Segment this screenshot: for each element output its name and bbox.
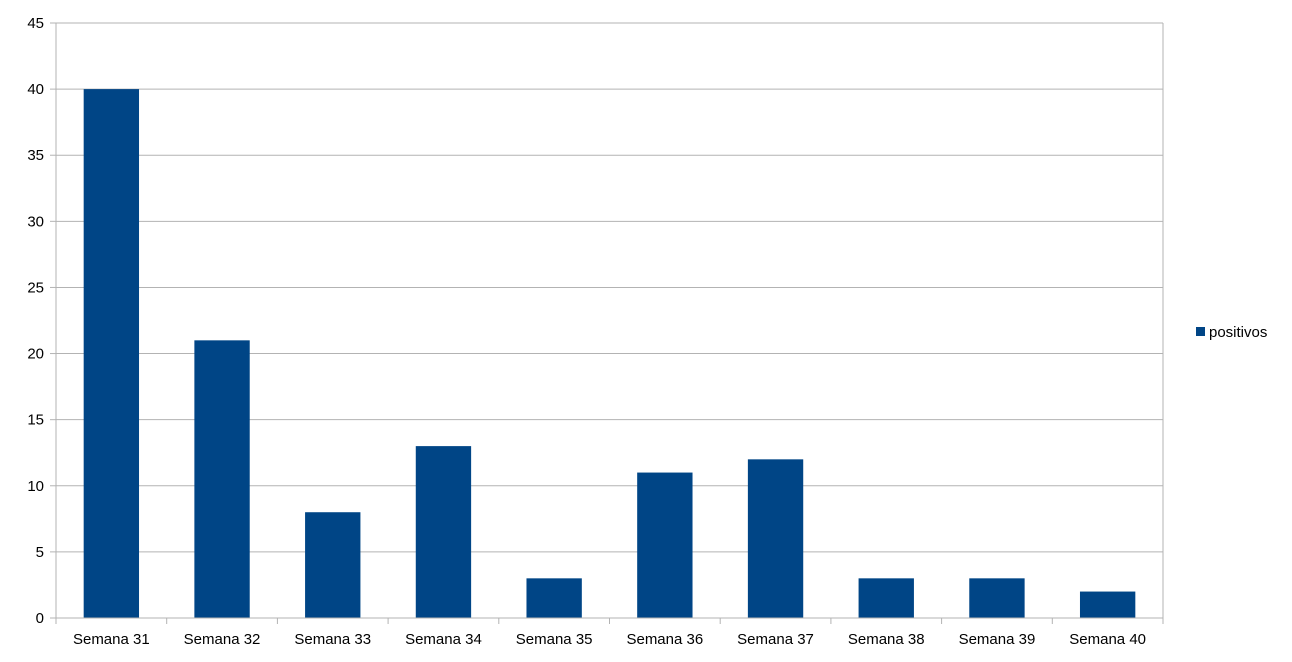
bar bbox=[858, 578, 914, 618]
bar bbox=[637, 472, 693, 618]
y-tick-label: 35 bbox=[27, 147, 44, 164]
legend: positivos bbox=[1196, 324, 1267, 341]
y-tick-label: 0 bbox=[36, 610, 44, 627]
x-tick-label: Semana 40 bbox=[1069, 631, 1146, 648]
x-tick-label: Semana 33 bbox=[294, 631, 371, 648]
bars bbox=[83, 89, 1136, 619]
legend-label: positivos bbox=[1209, 324, 1267, 341]
y-tick-labels: 0 5 10 15 20 25 30 35 40 45 bbox=[27, 15, 44, 627]
y-tick-label: 10 bbox=[27, 478, 44, 495]
y-tick-label: 30 bbox=[27, 213, 44, 230]
x-tick-label: Semana 34 bbox=[405, 631, 482, 648]
x-tick-label: Semana 38 bbox=[848, 631, 925, 648]
x-tick-labels: Semana 31 Semana 32 Semana 33 Semana 34 Sema… bbox=[73, 631, 1146, 648]
bar bbox=[415, 446, 472, 618]
x-tick-label: Semana 35 bbox=[516, 631, 593, 648]
x-tick-label: Semana 32 bbox=[184, 631, 261, 648]
y-tick-label: 45 bbox=[27, 15, 44, 32]
y-tick-label: 5 bbox=[36, 544, 44, 561]
bar bbox=[194, 340, 250, 618]
x-tick-label: Semana 31 bbox=[73, 631, 150, 648]
y-tick-label: 40 bbox=[27, 81, 44, 98]
bar bbox=[526, 578, 582, 618]
x-tick-label: Semana 37 bbox=[737, 631, 814, 648]
bar bbox=[1079, 591, 1136, 618]
axes bbox=[50, 22, 1164, 624]
y-tick-label: 15 bbox=[27, 412, 44, 429]
bar bbox=[747, 459, 804, 618]
bar bbox=[83, 89, 140, 619]
bar bbox=[969, 578, 1025, 618]
bar bbox=[305, 512, 361, 618]
y-tick-label: 20 bbox=[27, 346, 44, 363]
y-tick-label: 25 bbox=[27, 279, 44, 296]
x-tick-label: Semana 39 bbox=[959, 631, 1036, 648]
x-tick-label: Semana 36 bbox=[626, 631, 703, 648]
legend-swatch bbox=[1196, 327, 1205, 336]
